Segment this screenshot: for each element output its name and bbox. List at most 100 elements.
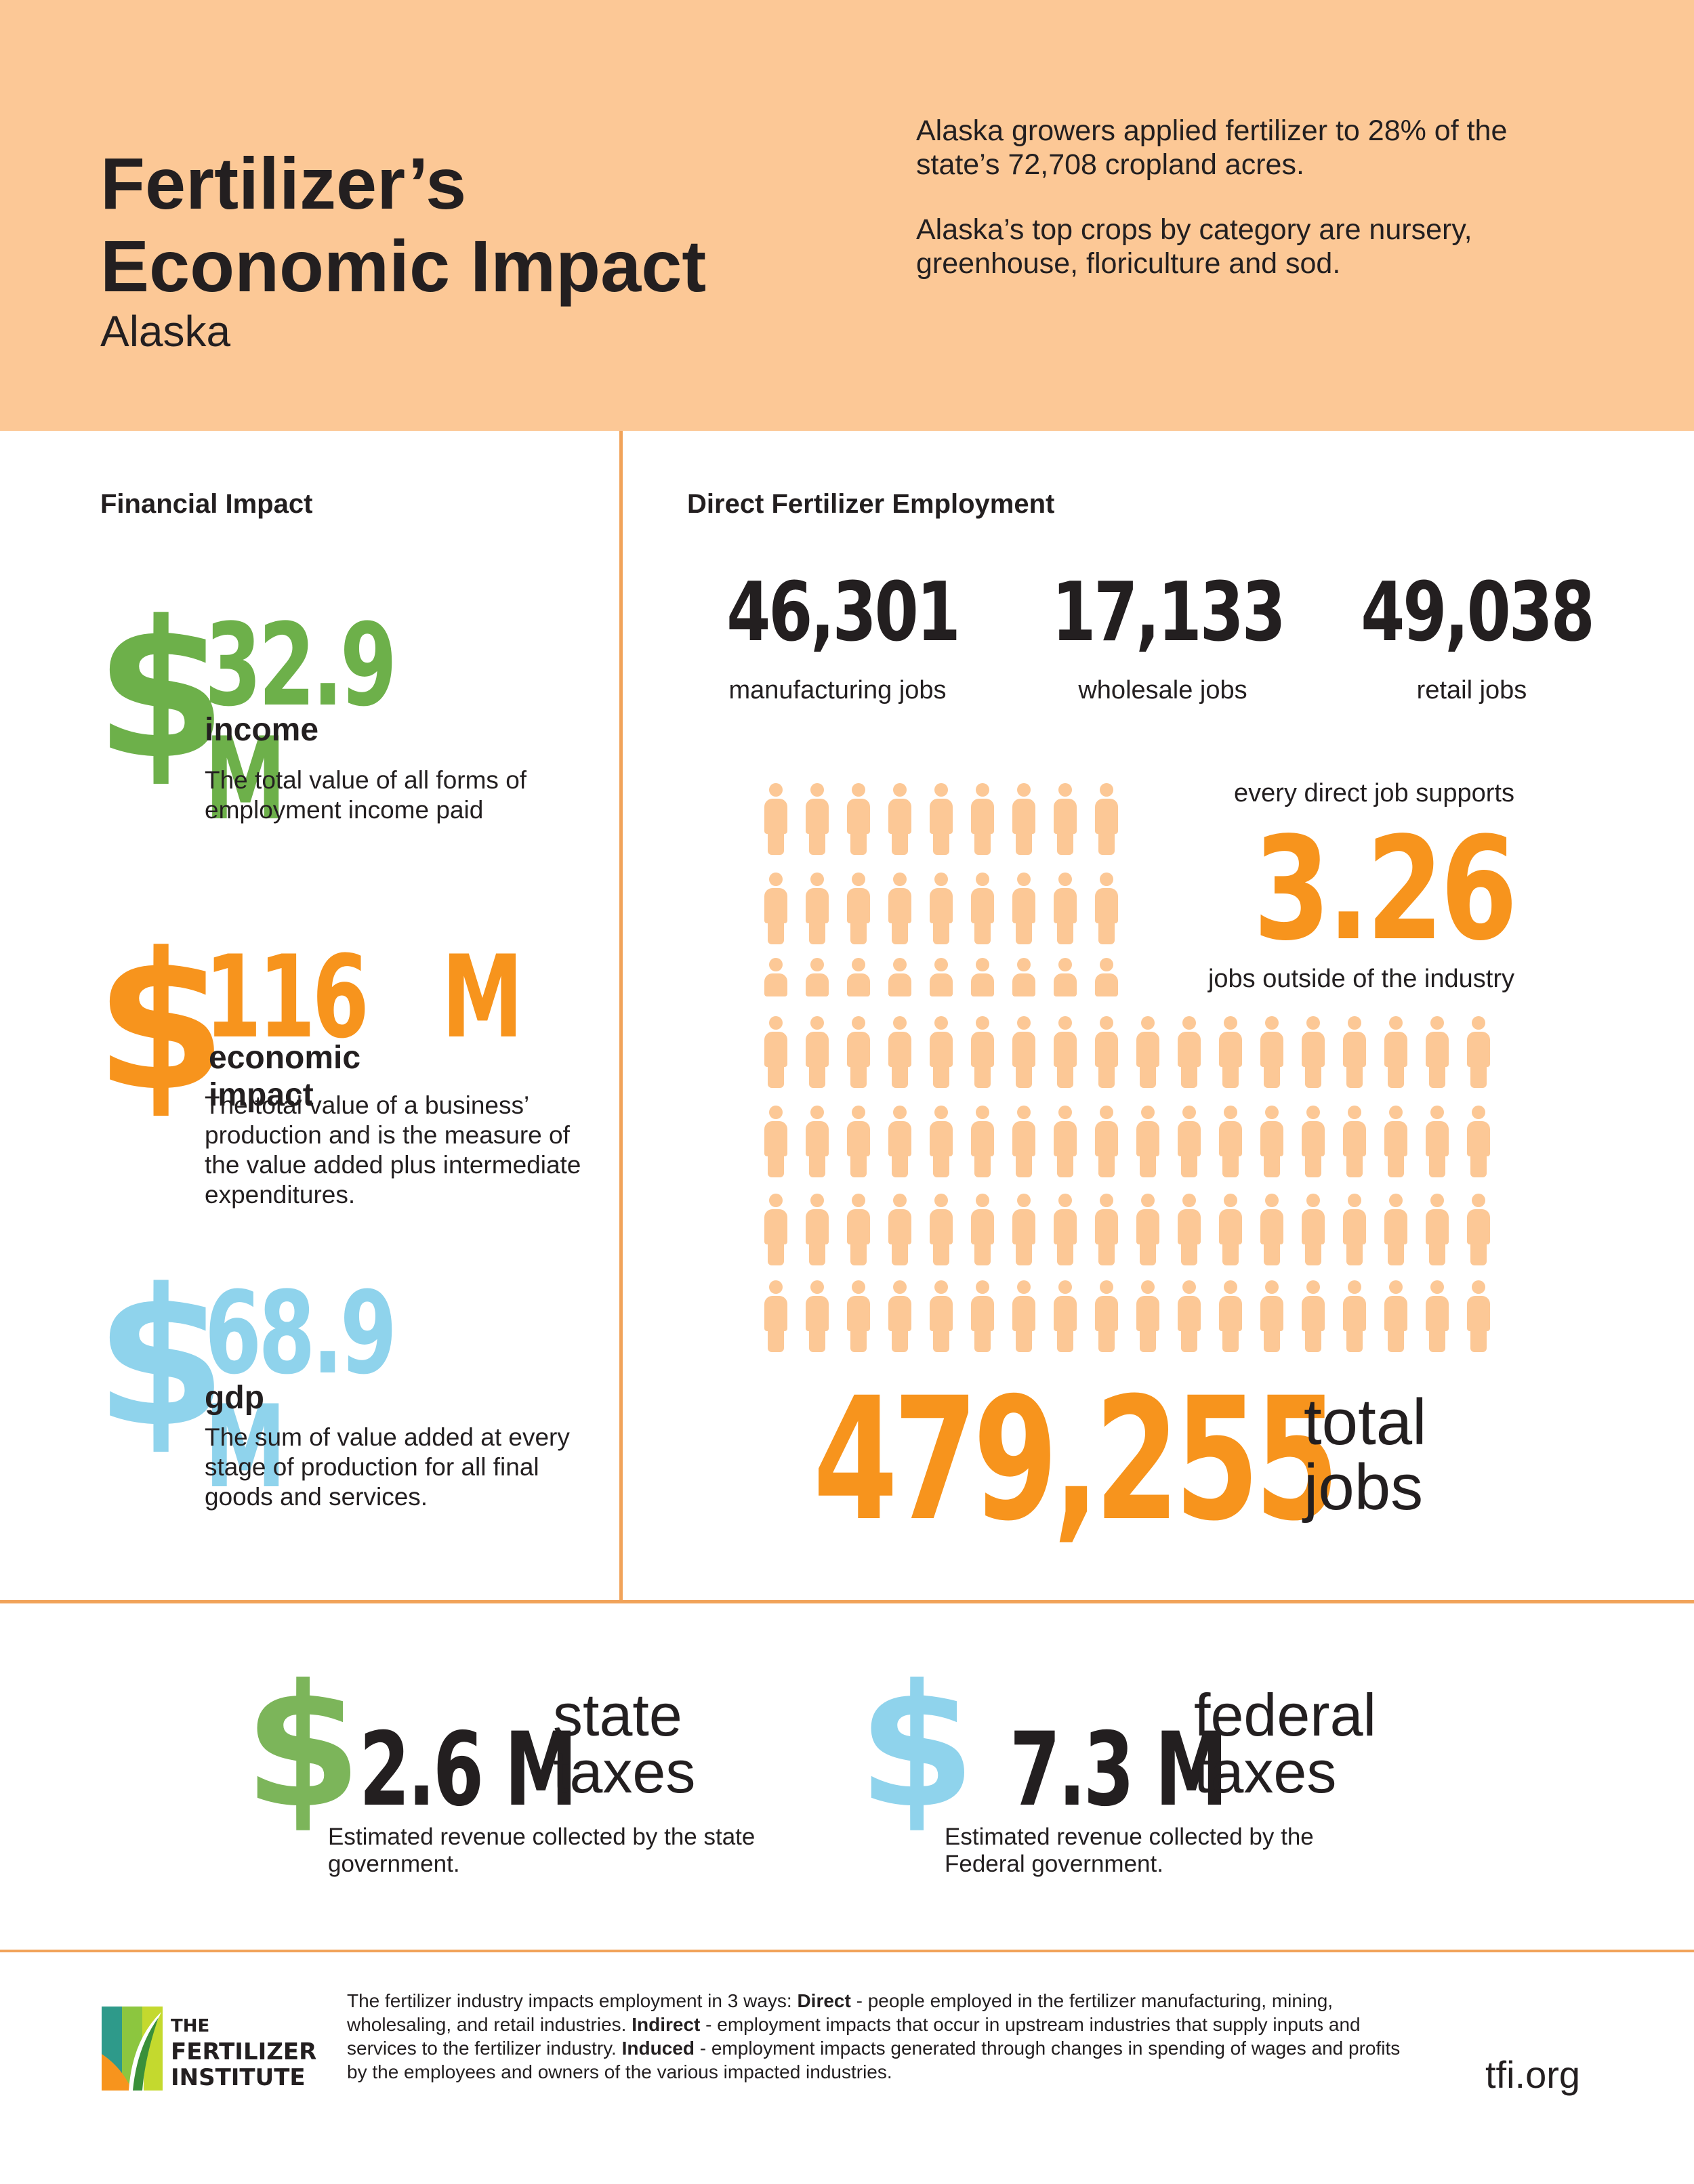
person-icon [1260, 1194, 1283, 1275]
logo-line-1: THE [171, 2016, 210, 2036]
person-icon [1426, 1016, 1449, 1097]
title-line-1: Fertilizer’s [100, 142, 467, 224]
person-icon [1260, 1016, 1283, 1097]
person-icon [971, 1280, 994, 1362]
person-icon [888, 783, 911, 864]
person-icon [971, 1106, 994, 1187]
person-icon [1136, 1194, 1159, 1275]
person-icon [806, 1194, 829, 1275]
person-icon [1095, 873, 1118, 954]
person-icon [1095, 1106, 1118, 1187]
vertical-divider [619, 431, 623, 1601]
person-icon [1136, 1280, 1159, 1362]
dollar-icon: $ [95, 581, 227, 801]
person-icon [1012, 1280, 1035, 1362]
wholesale-jobs-value: 17,133 [1052, 566, 1286, 660]
income-value: 32.9 M [205, 599, 397, 845]
person-icon [1095, 1016, 1118, 1097]
person-icon [1178, 1280, 1201, 1362]
title-line-2: Economic Impact [100, 225, 707, 307]
total-label-line-2: jobs [1304, 1451, 1424, 1524]
induced-label: Induced [621, 2038, 695, 2059]
supports-text: every direct job supports [1234, 779, 1514, 807]
footer-intro: The fertilizer industry impacts employme… [347, 1990, 798, 2011]
person-icon [847, 1280, 870, 1362]
person-icon [1012, 958, 1035, 999]
job-multiplier-value: 3.26 [1253, 806, 1518, 972]
person-icon [888, 1194, 911, 1275]
person-icon [1012, 1016, 1035, 1097]
person-icon [971, 873, 994, 954]
fertilizer-institute-logo [102, 2007, 163, 2091]
person-icon [806, 1280, 829, 1362]
person-icon [971, 958, 994, 999]
person-icon [971, 1194, 994, 1275]
person-icon [1012, 783, 1035, 864]
person-icon [888, 873, 911, 954]
person-icon [847, 783, 870, 864]
intro-top-crops: Alaska’s top crops by category are nurse… [916, 213, 1472, 280]
person-icon [764, 1016, 787, 1097]
person-icon [930, 958, 953, 999]
page-title: Fertilizer’s Economic Impact [100, 142, 706, 308]
person-icon [806, 1016, 829, 1097]
person-icon [1054, 783, 1077, 864]
person-icon [1136, 1106, 1159, 1187]
person-icon [1384, 1280, 1407, 1362]
economic-impact-label: economic impact [209, 1040, 361, 1113]
state-taxes-value: 2.6 M [359, 1711, 577, 1829]
person-icon [1012, 1194, 1035, 1275]
person-icon [1219, 1280, 1242, 1362]
person-icon [1384, 1016, 1407, 1097]
person-icon [971, 783, 994, 864]
logo-line-2: FERTILIZER [171, 2038, 317, 2065]
person-icon [1343, 1280, 1366, 1362]
gdp-description: The sum of value added at every stage of… [205, 1423, 570, 1511]
dollar-icon: $ [858, 1648, 976, 1845]
manufacturing-jobs-value: 46,301 [726, 566, 961, 660]
person-icon [930, 1106, 953, 1187]
person-icon [930, 1280, 953, 1362]
person-icon [1054, 1194, 1077, 1275]
person-icon [1054, 958, 1077, 999]
indirect-label: Indirect [632, 2014, 701, 2035]
state-taxes-description: Estimated revenue collected by the state… [328, 1824, 756, 1877]
person-icon [764, 1194, 787, 1275]
person-icon [1219, 1194, 1242, 1275]
economic-impact-value: 116 M [205, 931, 523, 1064]
person-icon [806, 1106, 829, 1187]
leaf-logo-icon [102, 2007, 163, 2091]
footer-divider [0, 1950, 1694, 1952]
person-icon [1095, 1194, 1118, 1275]
person-icon [1012, 873, 1035, 954]
person-icon [1426, 1194, 1449, 1275]
person-icon [847, 1194, 870, 1275]
person-icon [1343, 1106, 1366, 1187]
person-icon [847, 958, 870, 999]
person-icon [930, 783, 953, 864]
person-icon [1467, 1280, 1490, 1362]
person-icon [806, 873, 829, 954]
person-icon [1178, 1106, 1201, 1187]
federal-taxes-description: Estimated revenue collected by the Feder… [945, 1824, 1314, 1877]
person-icon [930, 873, 953, 954]
retail-jobs-value: 49,038 [1361, 566, 1595, 660]
person-icon [1219, 1106, 1242, 1187]
person-icon [1012, 1106, 1035, 1187]
person-icon [1095, 783, 1118, 864]
taxes-word: taxes [553, 1738, 696, 1805]
federal-taxes-label: federal taxes [1194, 1685, 1376, 1802]
dollar-icon: $ [244, 1648, 362, 1845]
person-icon [1054, 1280, 1077, 1362]
person-icon [1302, 1280, 1325, 1362]
person-icon [847, 1106, 870, 1187]
retail-jobs-label: retail jobs [1416, 676, 1527, 705]
federal-taxes-value: 7.3 M [1010, 1711, 1228, 1829]
website-link[interactable]: tfi.org [1485, 2053, 1581, 2096]
person-icon [764, 783, 787, 864]
person-icon [1302, 1106, 1325, 1187]
person-icon [1178, 1016, 1201, 1097]
total-label-line-1: total [1304, 1386, 1427, 1458]
person-icon [847, 1016, 870, 1097]
person-icon [1467, 1106, 1490, 1187]
